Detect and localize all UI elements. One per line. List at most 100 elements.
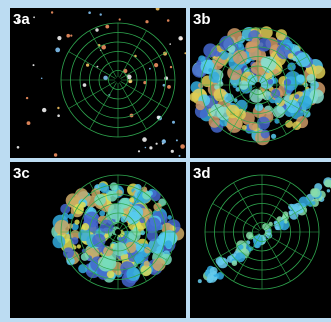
- echo: [198, 279, 202, 283]
- echo: [170, 66, 172, 68]
- echo: [51, 11, 53, 13]
- echo: [86, 64, 89, 67]
- echo: [149, 146, 152, 149]
- echo: [94, 194, 106, 206]
- echo: [117, 4, 119, 6]
- echo: [42, 108, 46, 112]
- echo: [57, 114, 60, 117]
- echo: [77, 244, 81, 248]
- echo: [55, 48, 60, 53]
- echo: [149, 68, 151, 70]
- echo: [27, 121, 31, 125]
- radar-site: [115, 229, 121, 235]
- echo: [107, 271, 115, 279]
- echo: [126, 267, 140, 281]
- figure: 3a 3b 3c 3d: [0, 0, 331, 322]
- echo: [164, 76, 168, 80]
- echo: [165, 240, 173, 248]
- echo: [138, 150, 140, 152]
- panel-label: 3a: [13, 11, 30, 28]
- echo: [167, 85, 171, 89]
- echo: [273, 106, 285, 118]
- echo: [208, 68, 212, 72]
- echo: [103, 76, 108, 81]
- echo: [172, 121, 175, 124]
- echo: [57, 107, 59, 109]
- echo: [184, 52, 186, 54]
- page: {"panels": [{"label": "3a"}, {"label": "…: [0, 0, 331, 322]
- echo: [97, 66, 99, 68]
- echo: [288, 204, 294, 210]
- echo: [17, 146, 20, 149]
- echo: [268, 79, 274, 85]
- echo: [78, 264, 87, 273]
- echo: [251, 38, 260, 47]
- echo: [110, 182, 118, 190]
- echo: [156, 7, 160, 11]
- echo: [299, 197, 309, 207]
- echo: [142, 137, 147, 142]
- echo: [66, 34, 70, 38]
- echo: [203, 43, 217, 57]
- echo: [70, 35, 72, 37]
- echo: [153, 203, 161, 211]
- echo: [141, 0, 145, 4]
- echo: [119, 18, 121, 20]
- radar-site: [255, 82, 261, 88]
- echo: [54, 153, 57, 156]
- echo: [129, 197, 134, 202]
- panel-label: 3c: [13, 165, 30, 182]
- echo: [271, 134, 276, 139]
- echo: [128, 229, 140, 241]
- echo: [275, 226, 279, 230]
- echo: [232, 260, 238, 266]
- echo: [57, 36, 61, 40]
- echo: [171, 150, 174, 153]
- echo: [99, 210, 105, 216]
- echo: [190, 92, 199, 101]
- echo: [169, 43, 171, 45]
- echo: [88, 11, 91, 14]
- echo: [146, 217, 161, 232]
- echo: [26, 97, 28, 99]
- echo: [105, 25, 109, 29]
- echo: [31, 0, 35, 2]
- echo: [176, 139, 178, 141]
- echo: [242, 125, 247, 130]
- echo: [261, 130, 270, 139]
- panel-label: 3b: [193, 11, 211, 28]
- panel-label: 3d: [193, 165, 211, 182]
- echo: [327, 189, 330, 192]
- echo: [81, 253, 89, 261]
- echo: [83, 83, 87, 87]
- echo: [41, 78, 43, 80]
- echo: [208, 2, 212, 6]
- echo: [53, 235, 66, 248]
- echo: [288, 53, 294, 59]
- echo: [167, 215, 172, 220]
- echo: [145, 20, 148, 23]
- echo: [196, 60, 201, 65]
- echo: [144, 261, 150, 267]
- echo: [33, 16, 35, 18]
- echo: [107, 191, 118, 202]
- echo: [218, 81, 223, 86]
- echo: [180, 144, 185, 149]
- echo: [95, 28, 98, 31]
- echo: [74, 220, 79, 225]
- echo: [311, 188, 320, 197]
- echo: [123, 250, 127, 254]
- echo: [178, 36, 182, 40]
- echo: [228, 45, 236, 53]
- echo: [33, 64, 35, 66]
- echo: [167, 19, 170, 22]
- echo: [154, 63, 158, 67]
- radar-site: [259, 229, 265, 235]
- echo: [145, 147, 147, 149]
- echo: [82, 223, 89, 230]
- echo: [296, 74, 305, 83]
- echo: [295, 94, 300, 99]
- radar-site: [115, 77, 121, 83]
- echo: [179, 155, 181, 157]
- echo: [140, 230, 145, 235]
